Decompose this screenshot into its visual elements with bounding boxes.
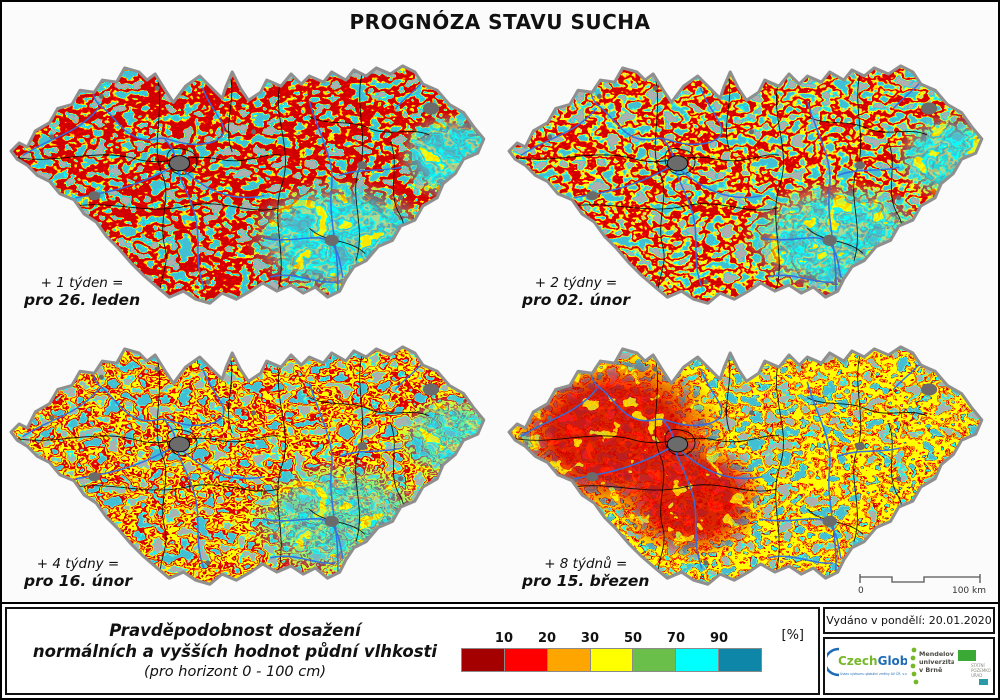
tick-label: 10 bbox=[494, 630, 514, 646]
czech-drought-map-week1 bbox=[9, 64, 486, 305]
tick-label: 90 bbox=[709, 630, 729, 646]
color-cell-cyan bbox=[676, 648, 720, 671]
svg-text:STÁTNÍ: STÁTNÍ bbox=[971, 663, 986, 668]
scale-bar-zero: 0 bbox=[858, 586, 864, 596]
horizon-text: + 2 týdny = bbox=[534, 275, 618, 291]
map-grid: + 1 týden = pro 26. leden + 2 týdny = pr… bbox=[2, 40, 998, 602]
target-date-text: pro 15. březen bbox=[522, 572, 650, 590]
tick-label: 70 bbox=[666, 630, 686, 646]
percent-unit-label: [%] bbox=[781, 627, 805, 643]
legend-title-line1: Pravděpodobnost dosažení bbox=[109, 620, 361, 640]
legend-title-line2: normálních a vyšších hodnot půdní vlhkos… bbox=[32, 642, 438, 662]
mendelu-logo: Mendelova univerzita v Brně bbox=[910, 647, 954, 685]
svg-text:ÚŘAD: ÚŘAD bbox=[971, 673, 982, 678]
legend-panel: Pravděpodobnost dosažení normálních a vy… bbox=[2, 602, 998, 698]
horizon-text: + 8 týdnů = bbox=[544, 556, 628, 572]
logos-box: CzechGlobe Ústav výzkumu globální změny … bbox=[823, 637, 995, 695]
svg-text:CzechGlobe: CzechGlobe bbox=[838, 654, 907, 668]
color-cell-red bbox=[504, 648, 548, 671]
tick-label: 50 bbox=[623, 630, 643, 646]
color-cell-teal bbox=[719, 648, 762, 671]
legend-title-line3: (pro horizont 0 - 100 cm) bbox=[143, 664, 327, 681]
map-label-week4: + 4 týdny = pro 16. únor bbox=[24, 556, 132, 590]
scale-bar-max: 100 km bbox=[952, 586, 986, 596]
svg-text:POZEMKOVÝ: POZEMKOVÝ bbox=[971, 668, 991, 673]
color-cell-green bbox=[633, 648, 677, 671]
color-scale-bar bbox=[461, 647, 762, 672]
issue-and-logos: Vydáno v pondělí: 20.01.2020 CzechGlobe … bbox=[823, 607, 995, 695]
legend-box: Pravděpodobnost dosažení normálních a vy… bbox=[5, 607, 820, 695]
target-date-text: pro 02. únor bbox=[522, 291, 631, 309]
scale-bar: 0 100 km bbox=[856, 570, 988, 596]
map-panel-week8: + 8 týdnů = pro 15. březen 0 100 km bbox=[500, 321, 998, 602]
horizon-text: + 1 týden = bbox=[40, 275, 124, 291]
tick-label: 30 bbox=[580, 630, 600, 646]
czech-drought-map-week2 bbox=[507, 64, 984, 305]
target-date-text: pro 16. únor bbox=[24, 572, 133, 590]
czechglobe-logo: CzechGlobe Ústav výzkumu globální změny … bbox=[827, 647, 907, 677]
svg-text:Mendelova: Mendelova bbox=[919, 650, 954, 658]
czechglobe-tagline: Ústav výzkumu globální změny AV ČR, v.v.… bbox=[840, 671, 907, 676]
spu-logo: STÁTNÍ POZEMKOVÝ ÚŘAD bbox=[958, 650, 991, 685]
map-panel-week4: + 4 týdny = pro 16. únor bbox=[2, 321, 500, 602]
map-label-week2: + 2 týdny = pro 02. únor bbox=[522, 275, 630, 309]
horizon-text: + 4 týdny = bbox=[36, 556, 120, 572]
color-cell-orange bbox=[547, 648, 591, 671]
svg-text:univerzita: univerzita bbox=[919, 658, 954, 666]
map-label-week8: + 8 týdnů = pro 15. březen bbox=[522, 556, 649, 590]
map-panel-week1: + 1 týden = pro 26. leden bbox=[2, 40, 500, 321]
map-panel-week2: + 2 týdny = pro 02. únor bbox=[500, 40, 998, 321]
czech-drought-map-week8 bbox=[507, 345, 984, 586]
color-cell-yellow bbox=[590, 648, 634, 671]
color-cell-darkred bbox=[462, 648, 505, 671]
tick-label: 20 bbox=[537, 630, 557, 646]
issued-date-box: Vydáno v pondělí: 20.01.2020 bbox=[823, 607, 995, 634]
color-scale-ticks: 10 20 30 50 70 90 bbox=[461, 631, 762, 648]
target-date-text: pro 26. leden bbox=[24, 291, 141, 309]
page-title: PROGNÓZA STAVU SUCHA bbox=[349, 10, 651, 34]
svg-text:v Brně: v Brně bbox=[919, 666, 943, 674]
czech-drought-map-week4 bbox=[9, 345, 486, 586]
map-label-week1: + 1 týden = pro 26. leden bbox=[24, 275, 140, 309]
legend-title: Pravděpodobnost dosažení normálních a vy… bbox=[15, 620, 455, 683]
color-scale: 10 20 30 50 70 90 [%] bbox=[461, 627, 810, 672]
